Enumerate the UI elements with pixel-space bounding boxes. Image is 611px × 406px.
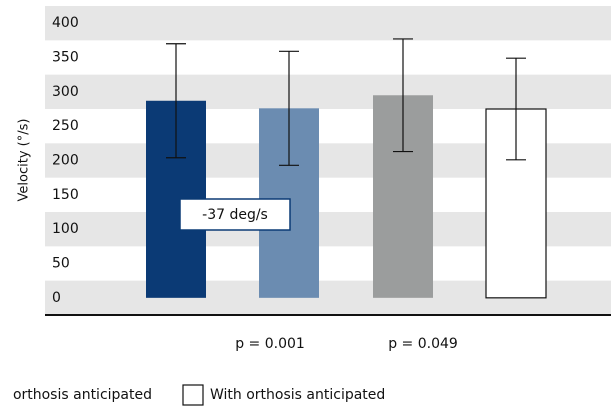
y-axis-label: Velocity (°/s) xyxy=(17,119,32,202)
bar xyxy=(485,108,547,299)
legend-label: orthosis anticipated xyxy=(13,387,152,403)
band xyxy=(45,74,611,109)
y-tick-label: 0 xyxy=(52,290,61,306)
y-tick-label: 350 xyxy=(52,50,79,66)
legend-label: With orthosis anticipated xyxy=(210,387,385,403)
y-tick-label: 400 xyxy=(52,15,79,31)
y-tick-label: 200 xyxy=(52,153,79,169)
p-value: p = 0.049 xyxy=(388,336,458,352)
y-tick-label: 100 xyxy=(52,221,79,237)
legend-swatch xyxy=(182,384,204,406)
y-tick-label: 150 xyxy=(52,187,79,203)
annotation: -37 deg/s xyxy=(202,207,268,223)
annotation-box xyxy=(179,198,291,231)
y-tick-label: 50 xyxy=(52,256,70,272)
y-tick-label: 300 xyxy=(52,84,79,100)
band xyxy=(45,6,611,41)
p-value: p = 0.001 xyxy=(235,336,305,352)
y-tick-label: 250 xyxy=(52,118,79,134)
